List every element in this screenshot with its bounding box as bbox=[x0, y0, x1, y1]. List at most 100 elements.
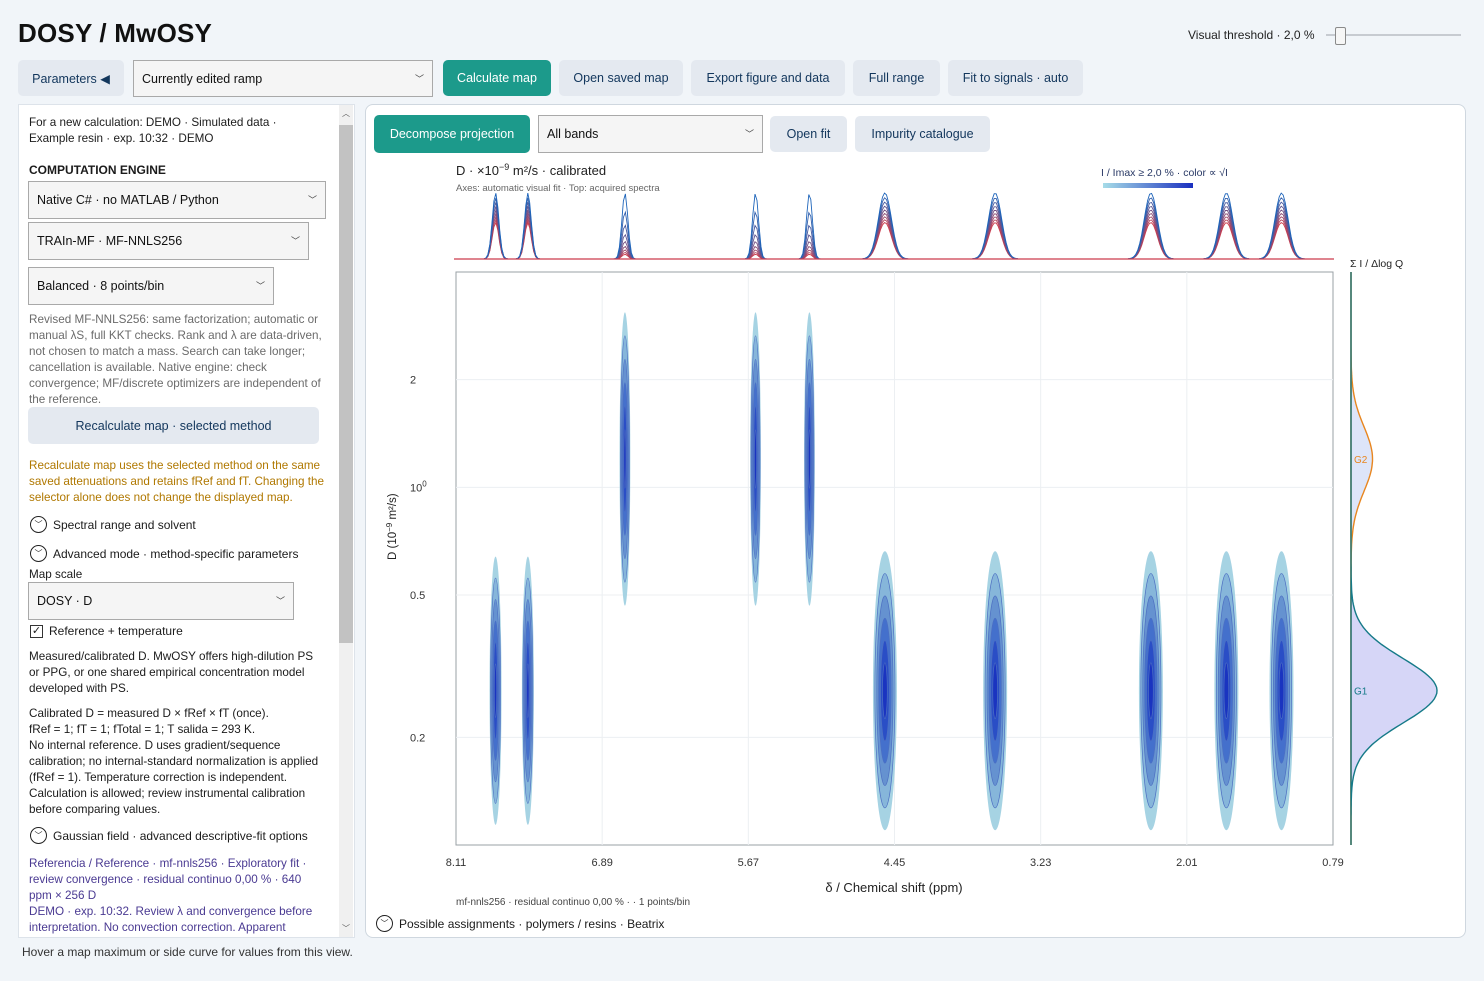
fit-to-signals-button[interactable]: Fit to signals · auto bbox=[948, 60, 1083, 96]
gaussian-field-label: Gaussian field · advanced descriptive-fi… bbox=[53, 828, 308, 843]
chevron-down-icon: ﹀ bbox=[30, 516, 47, 533]
advanced-mode-expander[interactable]: ﹀ Advanced mode · method-specific parame… bbox=[30, 545, 298, 562]
parameters-button[interactable]: Parameters ◀ bbox=[18, 60, 124, 96]
side-projection: G2 G1 bbox=[1350, 272, 1438, 845]
peak-contour bbox=[754, 429, 757, 489]
chart-title: D · ×10−9 m²/s · calibrated bbox=[456, 162, 606, 178]
peak-contour bbox=[493, 663, 498, 718]
spectral-range-expander[interactable]: ﹀ Spectral range and solvent bbox=[30, 516, 196, 533]
map-peak-5 bbox=[804, 312, 815, 606]
advanced-mode-label: Advanced mode · method-specific paramete… bbox=[53, 546, 299, 561]
chevron-down-icon: ﹀ bbox=[744, 128, 754, 139]
scroll-down-icon[interactable]: ﹀ bbox=[342, 924, 350, 933]
assignments-label: Possible assignments · polymers / resins… bbox=[399, 916, 665, 931]
chevron-down-icon: ﹀ bbox=[290, 235, 300, 246]
map-peak-1 bbox=[489, 556, 502, 825]
engine-select-value: Native C# · no MATLAB / Python bbox=[37, 193, 219, 207]
x-tick-label: 3.23 bbox=[1030, 857, 1051, 869]
calculation-info: For a new calculation: DEMO · Simulated … bbox=[29, 116, 277, 145]
colorbar bbox=[1103, 183, 1193, 188]
map-peak-10 bbox=[1269, 551, 1294, 831]
chevron-down-icon: ﹀ bbox=[307, 194, 317, 205]
map-peak-6 bbox=[872, 551, 897, 831]
map-scale-label: Map scale bbox=[29, 568, 83, 581]
chevron-down-icon: ﹀ bbox=[275, 595, 285, 606]
top-spectra bbox=[456, 192, 1333, 260]
peak-contour bbox=[808, 429, 811, 489]
scroll-up-icon[interactable]: ︿ bbox=[342, 109, 350, 118]
peak-contour bbox=[623, 429, 627, 489]
scrollbar-thumb[interactable] bbox=[339, 125, 353, 643]
map-peak-3 bbox=[619, 312, 631, 606]
engine-select[interactable]: Native C# · no MATLAB / Python ﹀ bbox=[28, 181, 326, 219]
ramp-select[interactable]: Currently edited ramp ﹀ bbox=[133, 60, 433, 97]
open-saved-map-button[interactable]: Open saved map bbox=[559, 60, 683, 96]
checkbox-icon[interactable]: ✓ bbox=[30, 624, 43, 638]
map-peak-4 bbox=[750, 312, 761, 606]
chevron-down-icon: ﹀ bbox=[30, 545, 47, 562]
dosy-chart: D · ×10−9 m²/s · calibrated Axes: automa… bbox=[385, 162, 1438, 908]
x-tick-label: 4.45 bbox=[884, 857, 905, 869]
app-title: DOSY / MwOSY bbox=[18, 18, 213, 48]
chart-subtitle: Axes: automatic visual fit · Top: acquir… bbox=[456, 183, 660, 194]
colorbar-label: I / Imax ≥ 2,0 % · color ∝ √I bbox=[1101, 167, 1228, 179]
bands-select[interactable]: All bands ﹀ bbox=[538, 115, 763, 153]
impurity-catalogue-button[interactable]: Impurity catalogue bbox=[855, 116, 990, 152]
spectrum-trace bbox=[456, 197, 1333, 260]
threshold-label: Visual threshold · 2,0 % bbox=[1188, 28, 1315, 42]
map-peaks bbox=[489, 312, 1294, 831]
measured-note: Measured/calibrated D. MwOSY offers high… bbox=[29, 650, 314, 695]
y-tick-label: 0.2 bbox=[410, 732, 425, 744]
map-peak-7 bbox=[983, 551, 1008, 831]
y-axis-label: D (10−9 m²/s) bbox=[385, 493, 399, 560]
x-tick-label: 0.79 bbox=[1322, 857, 1343, 869]
peak-contour bbox=[1278, 662, 1285, 719]
map-scale-select[interactable]: DOSY · D ﹀ bbox=[28, 582, 294, 620]
correction-factors: fRef = 1; fT = 1; fTotal = 1; T salida =… bbox=[29, 723, 256, 736]
chevron-down-icon: ﹀ bbox=[30, 827, 47, 844]
map-scale-value: DOSY · D bbox=[37, 594, 93, 608]
x-axis-label: δ / Chemical shift (ppm) bbox=[825, 880, 962, 895]
points-per-bin-select[interactable]: Balanced · 8 points/bin ﹀ bbox=[28, 267, 274, 305]
calculate-map-button[interactable]: Calculate map bbox=[443, 60, 551, 96]
engine-heading: COMPUTATION ENGINE bbox=[29, 163, 166, 177]
gaussian-field-expander[interactable]: ﹀ Gaussian field · advanced descriptive-… bbox=[30, 827, 308, 844]
no-reference-note: No internal reference. D uses gradient/s… bbox=[29, 739, 319, 816]
spectrum-trace bbox=[456, 192, 1333, 260]
recalculate-map-button[interactable]: Recalculate map · selected method bbox=[28, 407, 319, 444]
method-select-value: TRAIn-MF · MF-NNLS256 bbox=[37, 234, 183, 248]
x-tick-label: 5.67 bbox=[738, 857, 759, 869]
export-figure-button[interactable]: Export figure and data bbox=[691, 60, 845, 96]
map-peak-9 bbox=[1214, 551, 1239, 831]
x-tick-label: 6.89 bbox=[591, 857, 612, 869]
side-curve-g1 bbox=[1350, 272, 1438, 845]
chevron-down-icon: ﹀ bbox=[255, 280, 265, 291]
spectrum-trace bbox=[456, 201, 1333, 260]
spectrum-trace bbox=[456, 205, 1333, 260]
reference-temperature-checkbox[interactable]: ✓ Reference + temperature bbox=[30, 624, 183, 638]
slider-thumb[interactable] bbox=[1335, 27, 1346, 45]
side-group-label: G2 bbox=[1354, 455, 1368, 466]
recalculate-note: Recalculate map uses the selected method… bbox=[29, 459, 324, 504]
peak-contour bbox=[526, 663, 530, 718]
method-note: Revised MF-NNLS256: same factorization; … bbox=[29, 313, 322, 406]
y-tick-labels: 2 100 0.5 0.2 bbox=[410, 375, 427, 745]
full-range-button[interactable]: Full range bbox=[853, 60, 940, 96]
left-scrollbar[interactable]: ︿ ﹀ bbox=[339, 105, 353, 937]
x-tick-label: 2.01 bbox=[1176, 857, 1197, 869]
x-tick-labels: 8.11 6.89 5.67 4.45 3.23 2.01 0.79 bbox=[446, 857, 1344, 869]
slider-track bbox=[1326, 34, 1461, 36]
y-tick-label: 100 bbox=[410, 479, 427, 494]
map-peak-8 bbox=[1138, 551, 1163, 831]
peak-contour bbox=[1148, 662, 1154, 719]
bands-select-value: All bands bbox=[547, 127, 599, 141]
map-panel: Decompose projection All bands ﹀ Open fi… bbox=[365, 104, 1466, 938]
decompose-projection-button[interactable]: Decompose projection bbox=[374, 115, 530, 153]
method-select[interactable]: TRAIn-MF · MF-NNLS256 ﹀ bbox=[28, 222, 309, 260]
points-select-value: Balanced · 8 points/bin bbox=[37, 279, 165, 293]
open-fit-button[interactable]: Open fit bbox=[770, 116, 847, 152]
map-peak-2 bbox=[521, 556, 534, 825]
peak-contour bbox=[882, 662, 888, 719]
threshold-slider[interactable] bbox=[1326, 26, 1461, 45]
assignments-expander[interactable]: ﹀ Possible assignments · polymers / resi… bbox=[376, 915, 664, 932]
